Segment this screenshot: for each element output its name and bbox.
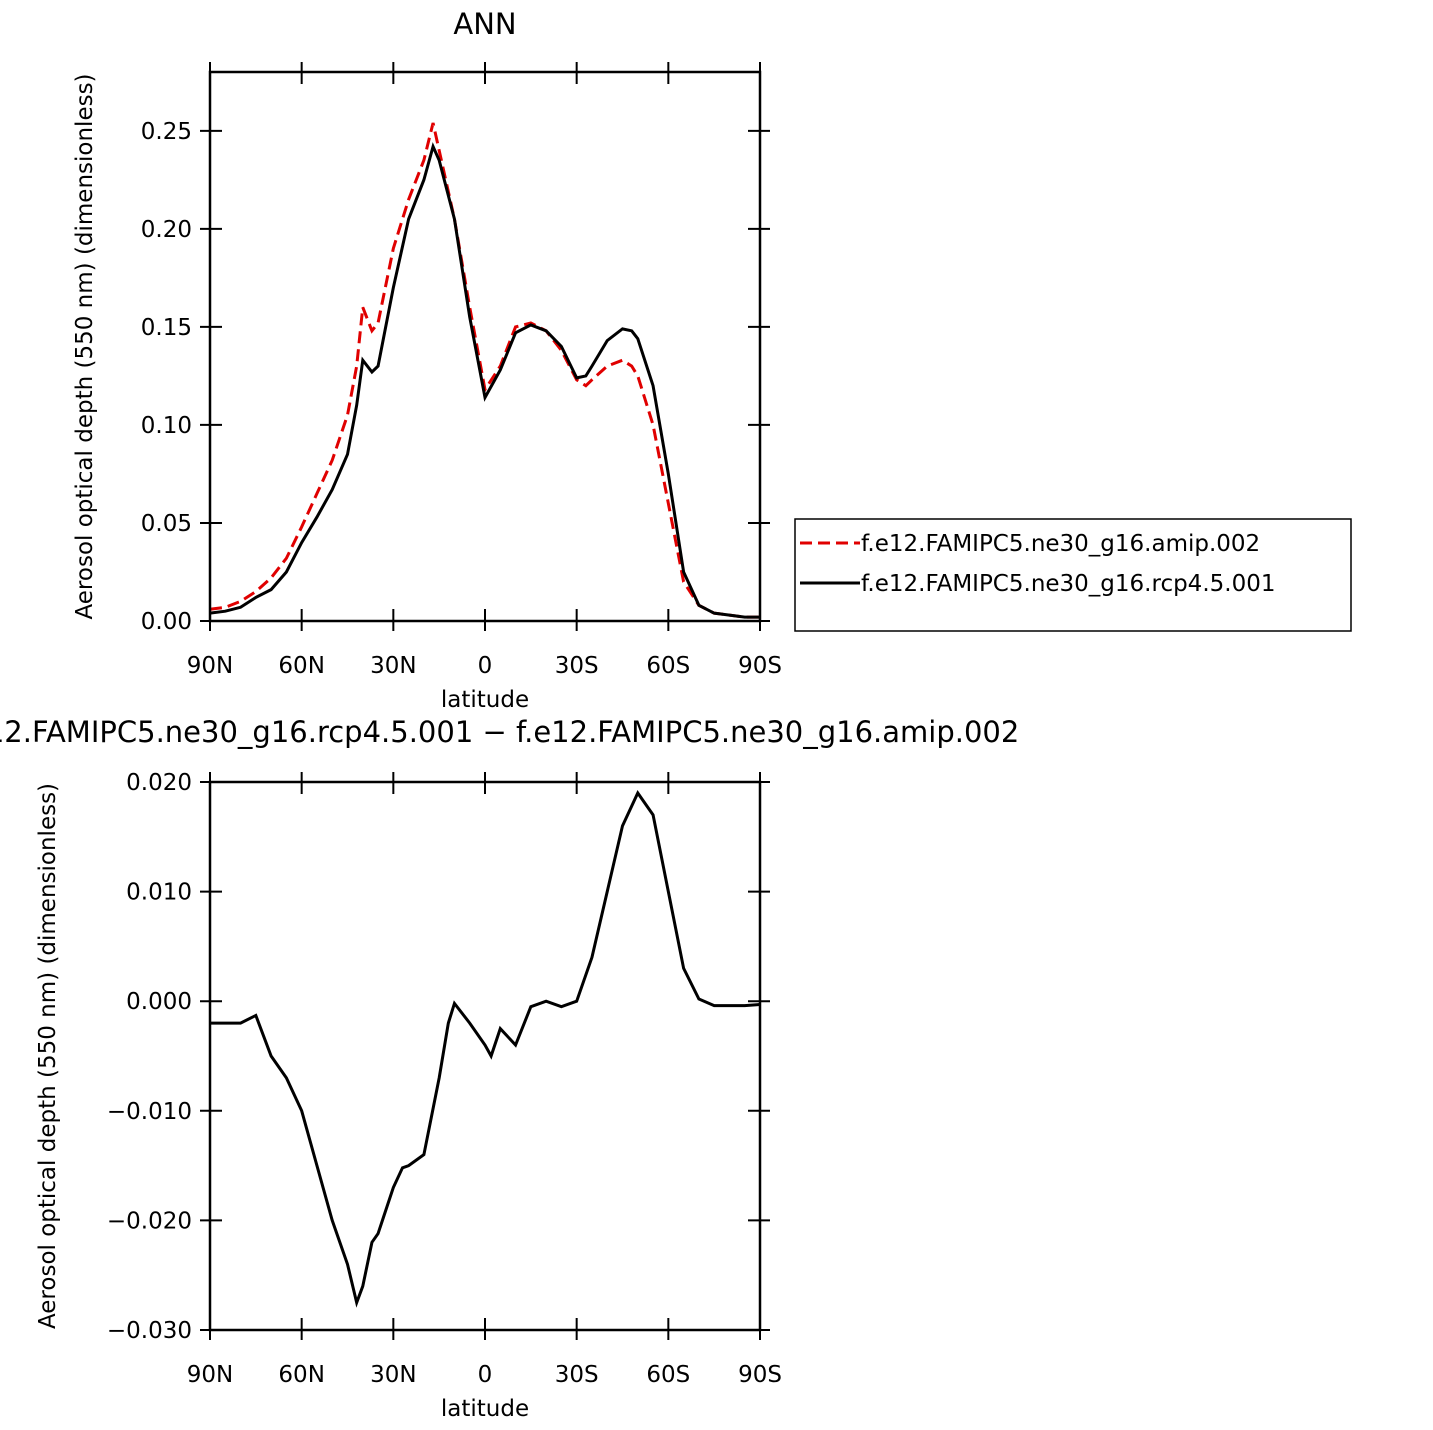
y-tick-label: 0.00 [141,609,192,635]
plot-frame [208,780,762,1332]
x-axis-label: latitude [441,687,529,713]
x-tick-label: 30S [555,653,599,679]
y-axis-label: Aerosol optical depth (550 nm) (dimensio… [72,73,98,619]
y-tick-label: 0.010 [126,880,192,906]
x-tick-label: 90N [187,653,233,679]
legend-label: f.e12.FAMIPC5.ne30_g16.rcp4.5.001 [861,571,1275,597]
data-line [209,122,760,619]
plot-frame [208,70,762,623]
y-tick-label: 0.20 [141,217,192,243]
y-tick-label: 0.10 [141,413,192,439]
data-line [210,789,761,1308]
x-tick-label: 30S [555,1362,599,1388]
x-axis-label: latitude [441,1396,529,1422]
x-tick-label: 30N [370,653,416,679]
y-tick-label: −0.030 [107,1318,192,1344]
y-tick-label: 0.25 [141,119,192,145]
x-tick-label: 90S [738,653,782,679]
y-axis-label: Aerosol optical depth (550 nm) (dimensio… [35,783,61,1329]
x-tick-label: 60S [646,653,690,679]
y-tick-label: 0.15 [141,315,192,341]
y-tick-label: −0.010 [107,1099,192,1125]
x-tick-label: 60S [646,1362,690,1388]
x-tick-label: 0 [478,1362,493,1388]
x-tick-label: 60N [278,653,324,679]
y-tick-label: −0.020 [107,1208,192,1234]
x-tick-label: 90S [738,1362,782,1388]
legend-box [794,518,1352,632]
legend-label: f.e12.FAMIPC5.ne30_g16.amip.002 [861,531,1260,557]
data-line [209,142,760,619]
x-tick-label: 30N [370,1362,416,1388]
x-tick-label: 0 [478,653,493,679]
x-tick-label: 90N [187,1362,233,1388]
chart-title: ANN [453,7,516,41]
chart-title: f.e12.FAMIPC5.ne30_g16.rcp4.5.001 − f.e1… [0,715,1019,749]
y-tick-label: 0.000 [126,989,192,1015]
y-tick-label: 0.05 [141,511,192,537]
x-tick-label: 60N [278,1362,324,1388]
y-tick-label: 0.020 [126,770,192,796]
